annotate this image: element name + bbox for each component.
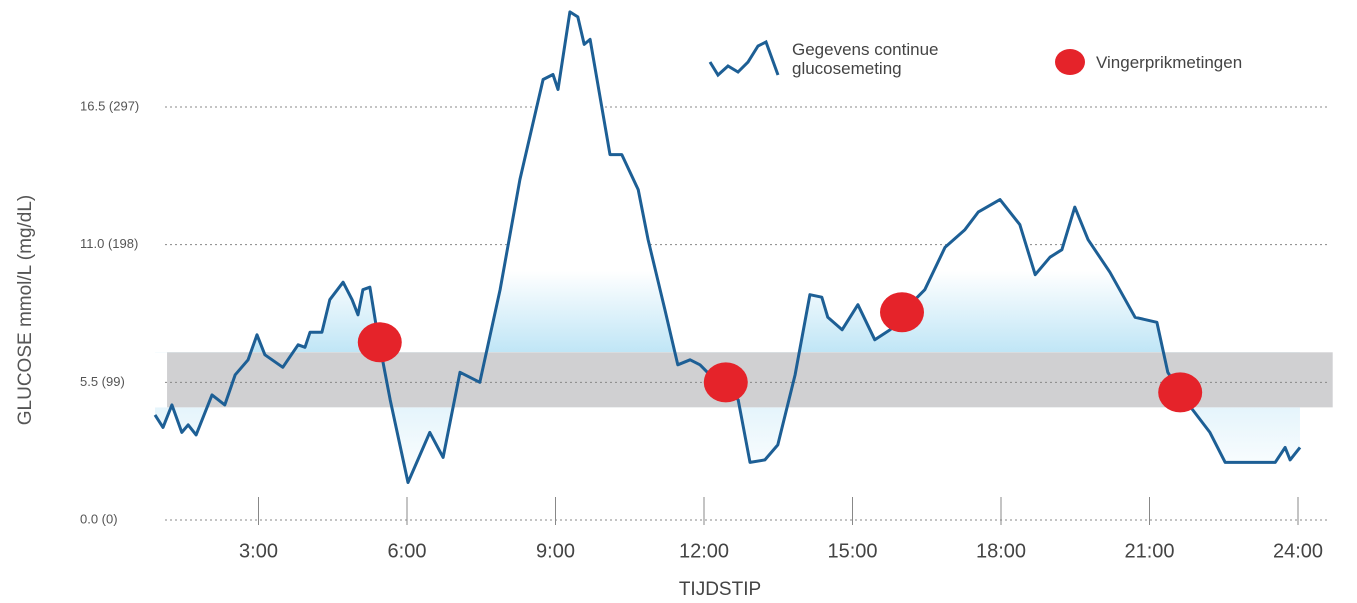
x-tick-label: 6:00 <box>388 540 427 562</box>
area-above <box>155 11 1300 353</box>
x-tick-label: 3:00 <box>239 540 278 562</box>
area-below <box>155 407 1300 483</box>
y-tick-label: 11.0 (198) <box>80 236 138 251</box>
legend-dot-icon <box>1055 49 1085 75</box>
x-tick-label: 12:00 <box>679 540 729 562</box>
fingerprick-dot <box>1158 372 1203 413</box>
cgm-line <box>153 10 1302 484</box>
legend-line-icon <box>708 39 780 78</box>
x-tick-label: 18:00 <box>976 540 1026 562</box>
fingerprick-dot <box>357 322 402 363</box>
y-tick-label: 16.5 (297) <box>80 98 139 113</box>
y-axis-title: GLUCOSE mmol/L (mg/dL) <box>15 195 36 426</box>
target-band <box>167 352 1333 408</box>
x-tick-label: 24:00 <box>1273 540 1323 562</box>
legend-label: Vingerprikmetingen <box>1096 53 1243 72</box>
y-tick-label: 5.5 (99) <box>80 374 125 389</box>
legend-label: Gegevens continue glucosemeting <box>792 40 939 78</box>
x-axis-title: TIJDSTIP <box>679 579 761 600</box>
fingerprick-dot <box>880 292 924 333</box>
y-tick-label: 0.0 (0) <box>80 511 118 526</box>
x-tick-label: 15:00 <box>827 540 877 562</box>
x-tick-label: 21:00 <box>1124 540 1174 562</box>
x-tick-label: 9:00 <box>536 540 575 562</box>
fingerprick-dot <box>703 362 748 403</box>
